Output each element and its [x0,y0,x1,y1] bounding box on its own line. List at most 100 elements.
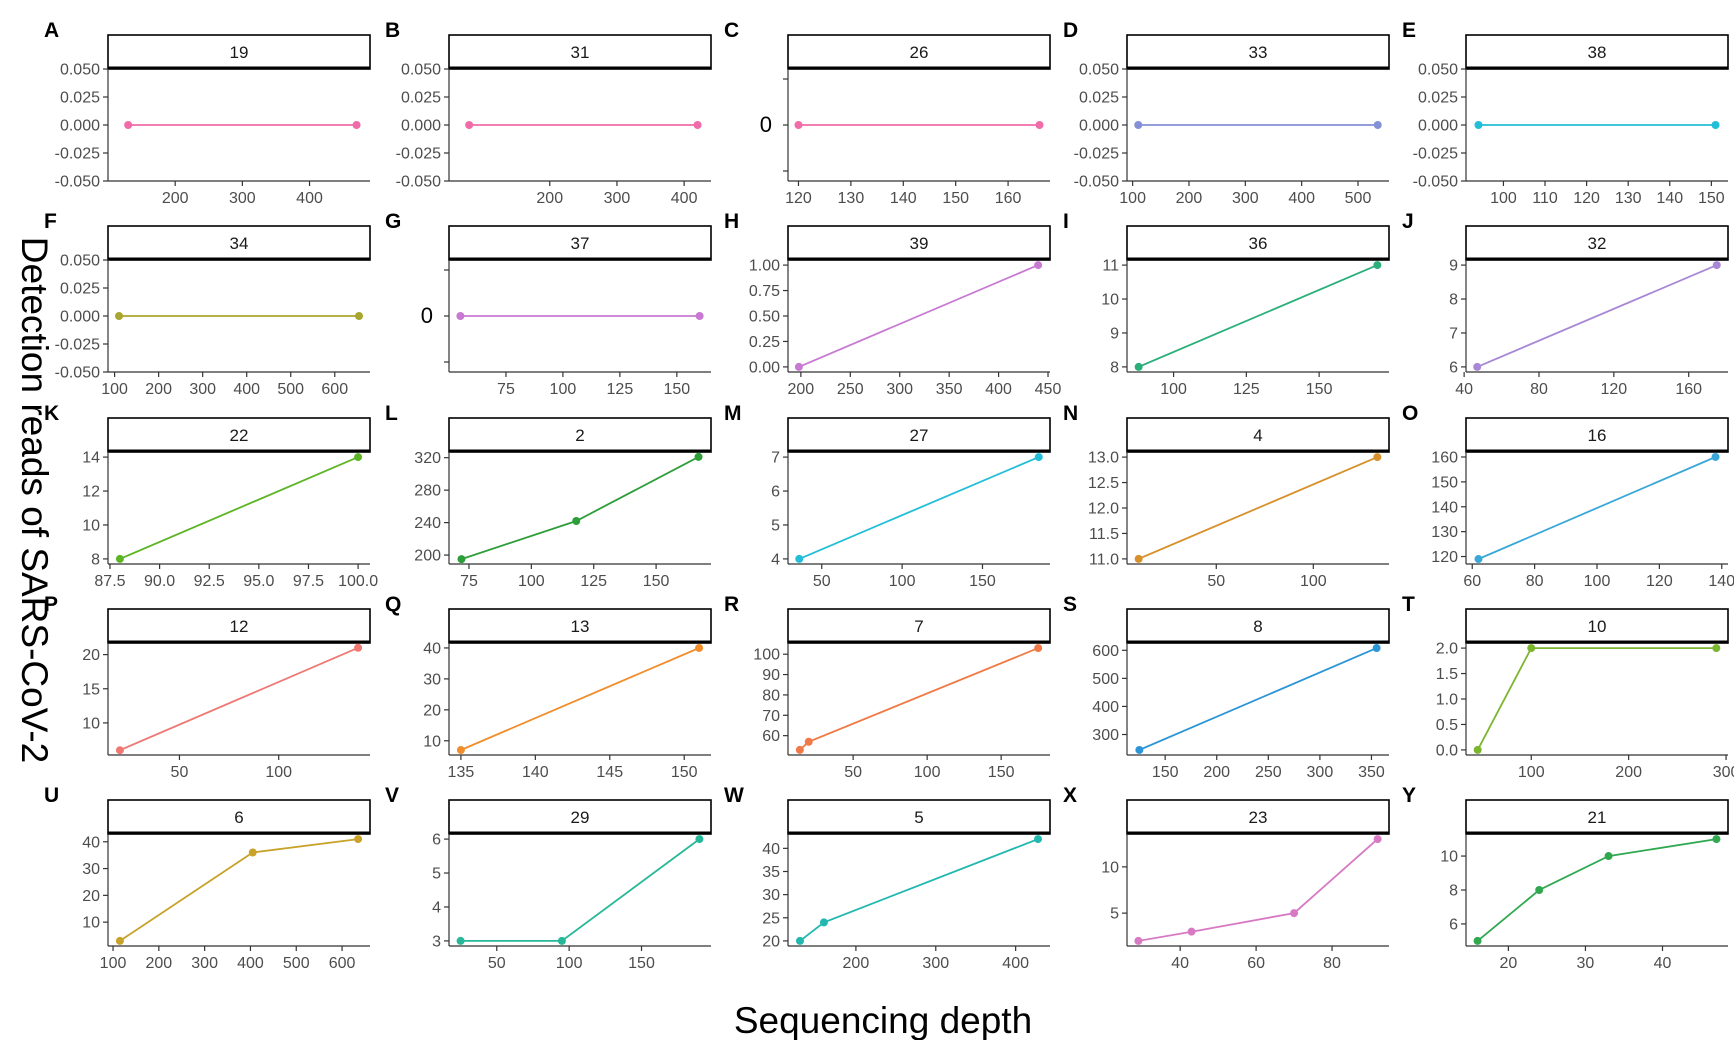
panel-letter-d: D [1063,19,1078,42]
series-line-v [460,838,700,942]
data-point-y [1712,835,1721,844]
data-point-k [354,453,363,462]
x-tick-label-c: 120 [785,190,812,207]
series-line-t [1476,647,1717,751]
panel-c: C 26 0 120 130 140 150 160 [724,19,1051,207]
y-tick-label-l: 240 [414,515,441,532]
y-tick-label-j: 9 [1449,258,1458,275]
strip-v [448,799,712,835]
data-point-f [115,312,124,320]
x-tick-label-c: 150 [942,190,969,207]
data-point-c [1035,121,1044,129]
x-tick-label-j: 40 [1455,381,1473,398]
x-tick-label-x: 40 [1171,955,1189,972]
y-tick-label-l: 280 [414,483,441,500]
y-tick-label-s: 600 [1092,643,1119,660]
data-point-o [1711,452,1720,461]
y-tick-label-e: -0.025 [1413,146,1458,163]
data-point-x [1290,909,1299,918]
x-tick-label-m: 150 [969,573,996,590]
data-point-e [1711,121,1720,129]
series-line-y [1477,838,1717,942]
data-point-x [1373,835,1382,844]
strip-r [787,608,1051,644]
y-tick-label-a: 0.050 [60,62,100,79]
y-tick-label-a: -0.025 [55,146,100,163]
x-tick-label-o: 120 [1646,573,1673,590]
x-tick-label-v: 150 [628,955,655,972]
y-tick-label-d: -0.025 [1074,146,1119,163]
x-tick-label-q: 140 [522,764,549,781]
x-tick-label-e: 140 [1656,190,1683,207]
x-tick-label-s: 200 [1203,764,1230,781]
y-tick-label-o: 140 [1431,499,1458,516]
data-point-i [1373,261,1382,270]
strip-title-d: 33 [1249,43,1268,62]
x-tick-label-g: 75 [497,381,515,398]
y-tick-label-t: 0.5 [1436,717,1458,734]
y-tick-label-d: 0.050 [1079,62,1119,79]
x-tick-label-b: 200 [536,190,563,207]
y-tick-label-r: 90 [762,667,780,684]
data-point-w [819,918,828,927]
y-tick-label-p: 10 [82,715,100,732]
strip-title-c: 26 [910,43,929,62]
panel-letter-s: S [1063,593,1077,616]
y-tick-label-c: 0 [760,112,772,137]
x-tick-label-p: 100 [265,764,292,781]
panel-s: S 8 300 400 500 600 150 200 250 300 350 [1063,593,1390,781]
panel-r: R 7 60 70 80 90 100 50 100 150 [724,593,1051,781]
y-tick-label-f: -0.050 [55,365,100,382]
y-tick-label-h: 0.75 [749,283,780,300]
y-tick-label-q: 20 [423,702,441,719]
x-tick-label-t: 100 [1518,764,1545,781]
data-point-y [1604,852,1613,861]
panel-letter-a: A [44,19,59,42]
y-tick-label-s: 400 [1092,699,1119,716]
x-tick-label-c: 140 [890,190,917,207]
strip-title-h: 39 [910,234,929,253]
y-tick-label-o: 120 [1431,549,1458,566]
panel-q: Q 13 10 20 30 40 135 140 145 150 [385,593,712,781]
panel-letter-i: I [1063,210,1069,233]
strip-b [448,34,712,70]
x-tick-label-d: 100 [1119,190,1146,207]
x-tick-label-f: 400 [233,381,260,398]
y-tick-label-t: 1.0 [1436,692,1458,709]
y-tick-label-v: 5 [432,866,441,883]
x-tick-label-g: 150 [663,381,690,398]
data-point-b [693,121,702,129]
panel-letter-t: T [1402,593,1415,616]
x-tick-label-o: 140 [1708,573,1734,590]
panel-letter-u: U [44,784,59,807]
data-point-m [1034,453,1043,462]
y-tick-label-e: -0.050 [1413,174,1458,191]
data-point-l [694,452,703,461]
strip-g [448,225,712,261]
strip-title-t: 10 [1588,617,1607,636]
y-tick-label-q: 40 [423,640,441,657]
y-tick-label-h: 0.25 [749,334,780,351]
y-tick-label-w: 40 [762,841,780,858]
x-tick-label-k: 100.0 [338,573,378,590]
strip-y [1465,799,1729,835]
y-tick-label-l: 320 [414,450,441,467]
x-tick-label-r: 150 [988,764,1015,781]
strip-title-j: 32 [1588,234,1607,253]
strip-title-b: 31 [571,43,590,62]
data-point-n [1134,554,1143,563]
panel-letter-p: P [44,593,58,616]
x-tick-label-h: 350 [936,381,963,398]
panel-letter-g: G [385,210,401,233]
x-tick-label-e: 130 [1615,190,1642,207]
panel-letter-y: Y [1402,784,1416,807]
x-tick-label-g: 125 [607,381,634,398]
x-tick-label-i: 100 [1160,381,1187,398]
y-tick-label-e: 0.050 [1418,62,1458,79]
panel-i: I 36 8 9 10 11 100 125 150 [1063,210,1390,398]
x-tick-label-d: 400 [1288,190,1315,207]
panel-d: D 33 -0.050 -0.025 0.000 0.025 0.050 100 200 300 4… [1063,19,1390,207]
x-tick-label-x: 80 [1323,955,1341,972]
y-tick-label-m: 7 [771,450,780,467]
strip-s [1126,608,1390,644]
